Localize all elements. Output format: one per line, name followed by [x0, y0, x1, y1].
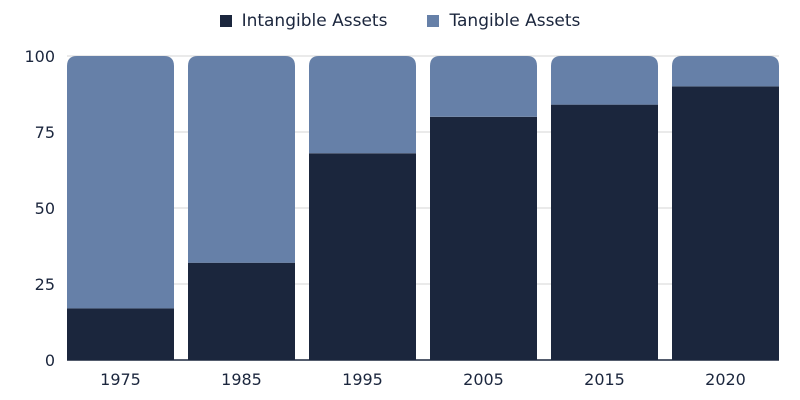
y-axis-tick-labels: 0 25 50 75 100 [24, 47, 55, 370]
bar-intangible-assets-2005 [430, 116, 537, 360]
bar-intangible-assets-2020 [672, 86, 779, 361]
legend-swatch-tangible [427, 15, 440, 27]
bar-tangible-assets-2020 [672, 56, 779, 87]
bar-tangible-assets-1975 [67, 56, 174, 309]
legend-label-intangible: Intangible Assets [241, 11, 388, 31]
bar-intangible-assets-1995 [309, 153, 416, 360]
x-tick-label: 2005 [463, 370, 504, 389]
x-tick-label: 2020 [705, 370, 746, 389]
legend-item-intangible: Intangible Assets [219, 11, 388, 31]
x-axis-tick-labels: 1975 1985 1995 2005 2015 2020 [100, 370, 746, 389]
x-tick-label: 2015 [584, 370, 625, 389]
x-tick-label: 1975 [100, 370, 141, 389]
y-tick-label: 100 [24, 47, 55, 66]
y-tick-label: 75 [35, 123, 55, 142]
bar-intangible-assets-1975 [67, 308, 174, 360]
bar-tangible-assets-2005 [430, 56, 537, 117]
y-tick-label: 25 [35, 275, 55, 294]
legend-label-tangible: Tangible Assets [449, 11, 581, 31]
legend: Intangible Assets Tangible Assets [0, 8, 800, 34]
bar-tangible-assets-1985 [188, 56, 295, 263]
legend-swatch-intangible [219, 15, 232, 27]
bar-tangible-assets-1995 [309, 56, 416, 154]
gridlines [67, 55, 779, 361]
y-tick-label: 0 [45, 351, 55, 370]
y-tick-label: 50 [35, 199, 55, 218]
bar-intangible-assets-2015 [551, 104, 658, 360]
bar-tangible-assets-2015 [551, 56, 658, 105]
x-tick-label: 1995 [342, 370, 383, 389]
bars [67, 56, 779, 361]
legend-item-tangible: Tangible Assets [427, 11, 580, 31]
bar-intangible-assets-1985 [188, 262, 295, 360]
x-tick-label: 1985 [221, 370, 262, 389]
